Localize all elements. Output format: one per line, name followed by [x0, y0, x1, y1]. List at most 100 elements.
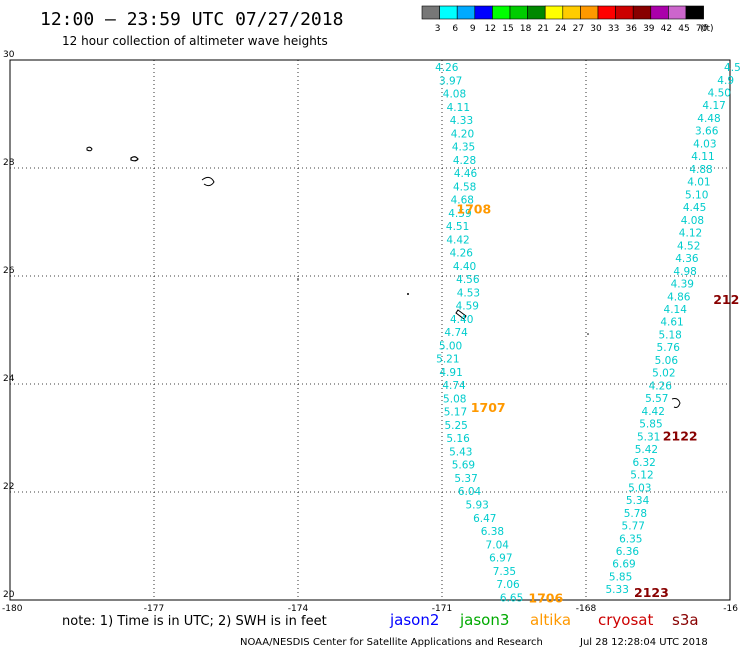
chart-title: 12:00 – 23:59 UTC 07/27/2018 [40, 9, 343, 30]
swh-value: 4.53 [457, 287, 480, 299]
legend-label: 12 [485, 24, 496, 34]
swh-value: 6.04 [458, 486, 482, 498]
legend-swatch [509, 5, 528, 20]
swh-value: 7.04 [486, 539, 510, 551]
swh-value: 3.97 [439, 75, 462, 87]
swh-value: 6.32 [632, 457, 655, 469]
swh-value: 5.93 [465, 500, 488, 512]
y-tick-label: 24 [3, 374, 15, 384]
satellite-s3a: s3a [672, 611, 699, 629]
pass-time-label: 1708 [456, 202, 491, 217]
pass-time-label: 1707 [471, 400, 506, 415]
swh-value: 5.42 [635, 444, 658, 456]
x-tick-label: -174 [288, 604, 309, 614]
legend-label: 9 [470, 24, 476, 34]
y-tick-label: 30 [3, 50, 15, 60]
swh-value: 4.40 [453, 261, 476, 273]
island-shape [297, 278, 299, 280]
swh-value: 5.33 [606, 584, 629, 596]
legend-label: 42 [661, 24, 672, 34]
legend-swatch [668, 5, 687, 20]
y-tick-label: 20 [3, 590, 15, 600]
y-tick-label: 28 [3, 158, 15, 168]
island-shape [407, 293, 409, 295]
island-shape [130, 156, 139, 162]
x-tick-labels: -180 -177 -174 -171 -168 -16 [2, 604, 738, 614]
legend-label: 27 [573, 24, 584, 34]
swh-value: 5.16 [446, 433, 470, 445]
island-outlines [86, 146, 681, 408]
swh-value: 4.45 [683, 202, 706, 214]
y-tick-label: 22 [3, 482, 14, 492]
x-tick-label: -171 [432, 604, 452, 614]
swh-value: 6.65 [500, 592, 523, 604]
swh-value: 7.06 [496, 579, 520, 591]
swh-value: 4.86 [667, 291, 691, 303]
swh-value: 4.11 [691, 151, 714, 163]
swh-value: 4.01 [687, 177, 710, 189]
swh-value: 6.38 [481, 526, 504, 538]
swh-value: 4.08 [681, 215, 704, 227]
swh-value: 4.68 [451, 195, 474, 207]
credit-text: NOAA/NESDIS Center for Satellite Applica… [240, 637, 543, 648]
x-tick-label: -16 [723, 604, 738, 614]
swh-value: 5.57 [645, 393, 668, 405]
swh-value: 5.02 [652, 368, 675, 380]
swh-value: 4.42 [446, 234, 469, 246]
legend-swatch [456, 5, 476, 20]
legend-swatch [650, 5, 669, 20]
legend-label: 30 [590, 24, 602, 34]
legend-swatch [474, 5, 493, 20]
legend-label: 15 [502, 24, 513, 34]
swh-value: 4.11 [447, 102, 470, 114]
swh-value: 4.98 [673, 266, 696, 278]
swh-value: 5.25 [444, 420, 467, 432]
legend-label: 24 [555, 24, 567, 34]
legend-unit-label: (ft) [700, 24, 714, 34]
chart-subtitle: 12 hour collection of altimeter wave hei… [62, 34, 328, 48]
swh-value: 4.74 [444, 327, 468, 339]
swh-value: 5.34 [626, 495, 650, 507]
legend-swatch [421, 5, 440, 20]
legend-label: 6 [452, 24, 458, 34]
swh-value: 4.74 [442, 380, 466, 392]
swh-value: 4.61 [660, 317, 683, 329]
swh-value: 6.36 [616, 546, 640, 558]
swh-value: 4.9 [717, 75, 734, 87]
swh-value: 4.14 [664, 304, 688, 316]
swh-value: 5.17 [444, 407, 467, 419]
swh-value: 4.50 [708, 87, 731, 99]
swh-value: 5.85 [609, 571, 632, 583]
swh-value: 5.18 [658, 329, 681, 341]
swh-value: 5.00 [439, 340, 462, 352]
legend-swatch [439, 5, 458, 20]
satellite-jason2: jason2 [389, 611, 439, 629]
swh-value: 4.12 [679, 228, 702, 240]
swh-value: 4.56 [456, 274, 480, 286]
legend-label: 70 [696, 24, 708, 34]
swh-value: 5.37 [454, 473, 477, 485]
y-tick-label: 26 [3, 266, 15, 276]
island-shape [455, 309, 467, 320]
swh-value: 5.06 [655, 355, 679, 367]
swh-value: 4.28 [453, 155, 476, 167]
x-tick-label: -168 [576, 604, 597, 614]
grid-lines [10, 60, 730, 600]
legend-label: 36 [625, 24, 637, 34]
footer-note: note: 1) Time is in UTC; 2) SWH is in fe… [62, 614, 327, 629]
swh-value: 5.77 [622, 521, 645, 533]
swh-value: 7.35 [493, 566, 516, 578]
swh-value: 4.5 [724, 62, 740, 74]
legend-label: 21 [537, 24, 548, 34]
swh-value: 4.26 [450, 248, 474, 260]
swh-value: 5.76 [657, 342, 681, 354]
swh-value: 6.69 [612, 559, 635, 571]
swh-value: 3.66 [695, 126, 719, 138]
altimeter-tracks: 4.263.974.084.114.334.204.354.284.464.58… [435, 62, 740, 605]
island-shape [201, 176, 215, 187]
pass-time-label: 2122 [663, 428, 698, 443]
swh-value: 5.21 [436, 354, 459, 366]
swh-value: 5.08 [443, 393, 466, 405]
swh-value: 5.43 [449, 446, 472, 458]
swh-value: 4.33 [450, 115, 473, 127]
